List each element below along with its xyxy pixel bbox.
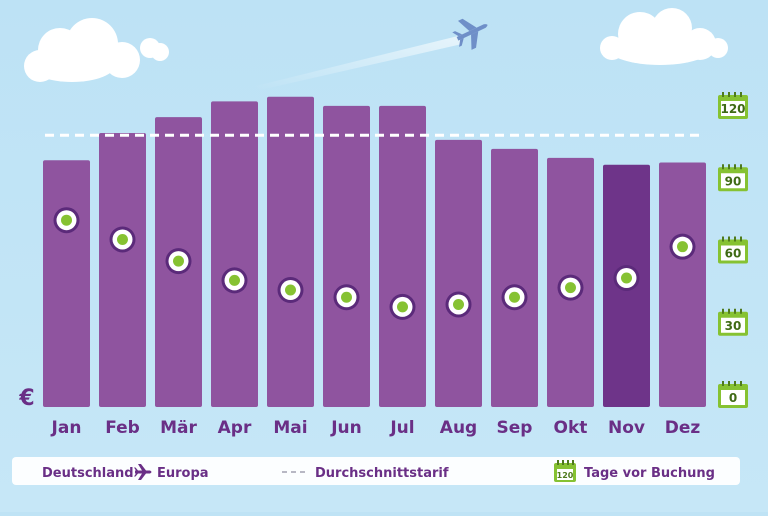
y2-tick-label: 30 <box>725 319 742 333</box>
x-tick-label: Sep <box>497 418 533 438</box>
days-marker-mär <box>165 248 192 275</box>
legend-route-from: Deutschland <box>42 466 134 481</box>
x-tick-label: Jun <box>330 418 362 438</box>
cloud-icon <box>24 18 169 82</box>
x-tick-label: Apr <box>218 418 252 438</box>
bar-jul <box>379 105 426 407</box>
cloud-icon <box>600 8 728 65</box>
y2-tick-label: 120 <box>720 102 745 116</box>
x-tick-label: Dez <box>665 418 701 438</box>
days-marker-jun <box>333 284 360 311</box>
x-tick-label: Mär <box>160 418 197 438</box>
y2-tick-label: 90 <box>725 174 742 188</box>
bar-dez <box>659 162 706 407</box>
y2-tick-label: 60 <box>725 247 742 261</box>
bar-apr <box>211 101 258 408</box>
days-marker-sep <box>501 284 528 311</box>
currency-label: € <box>18 386 34 411</box>
calendar-icon: 30 <box>718 308 748 336</box>
x-tick-label: Jan <box>51 418 82 438</box>
airplane-icon <box>134 464 152 480</box>
days-marker-apr <box>221 267 248 294</box>
days-marker-feb <box>109 226 136 253</box>
x-tick-label: Feb <box>105 418 140 438</box>
bar-jun <box>323 105 370 407</box>
x-tick-label: Nov <box>608 418 645 438</box>
calendar-icon: 90 <box>718 164 748 192</box>
calendar-icon: 120 <box>554 460 576 482</box>
legend-average-label: Durchschnittstarif <box>315 466 449 481</box>
days-marker-dez <box>669 233 696 260</box>
days-marker-jul <box>389 293 416 320</box>
days-marker-okt <box>557 274 584 301</box>
days-marker-jan <box>53 207 80 234</box>
legend-route-to: Europa <box>157 466 209 481</box>
contrail <box>256 36 462 90</box>
calendar-icon: 120 <box>718 92 748 119</box>
x-tick-label: Mai <box>273 418 307 438</box>
calendar-icon: 0 <box>718 381 748 408</box>
x-tick-label: Aug <box>440 418 477 438</box>
bar-sep <box>491 148 538 407</box>
bar-feb <box>99 133 146 407</box>
days-marker-nov <box>613 264 640 291</box>
bar-jan <box>43 160 90 407</box>
calendar-icon: 60 <box>718 236 748 264</box>
days-marker-mai <box>277 277 304 304</box>
days-marker-aug <box>445 291 472 318</box>
legend-days-label: Tage vor Buchung <box>584 466 715 481</box>
legend-days-badge: 120 <box>557 471 574 480</box>
x-tick-label: Okt <box>554 418 588 438</box>
y2-tick-label: 0 <box>729 391 737 405</box>
bar-aug <box>435 139 482 408</box>
x-tick-label: Jul <box>389 418 414 438</box>
airplane-icon <box>452 18 488 50</box>
legend: Deutschland Europa Durchschnittstarif 12… <box>12 457 740 485</box>
bar-mai <box>267 96 314 408</box>
